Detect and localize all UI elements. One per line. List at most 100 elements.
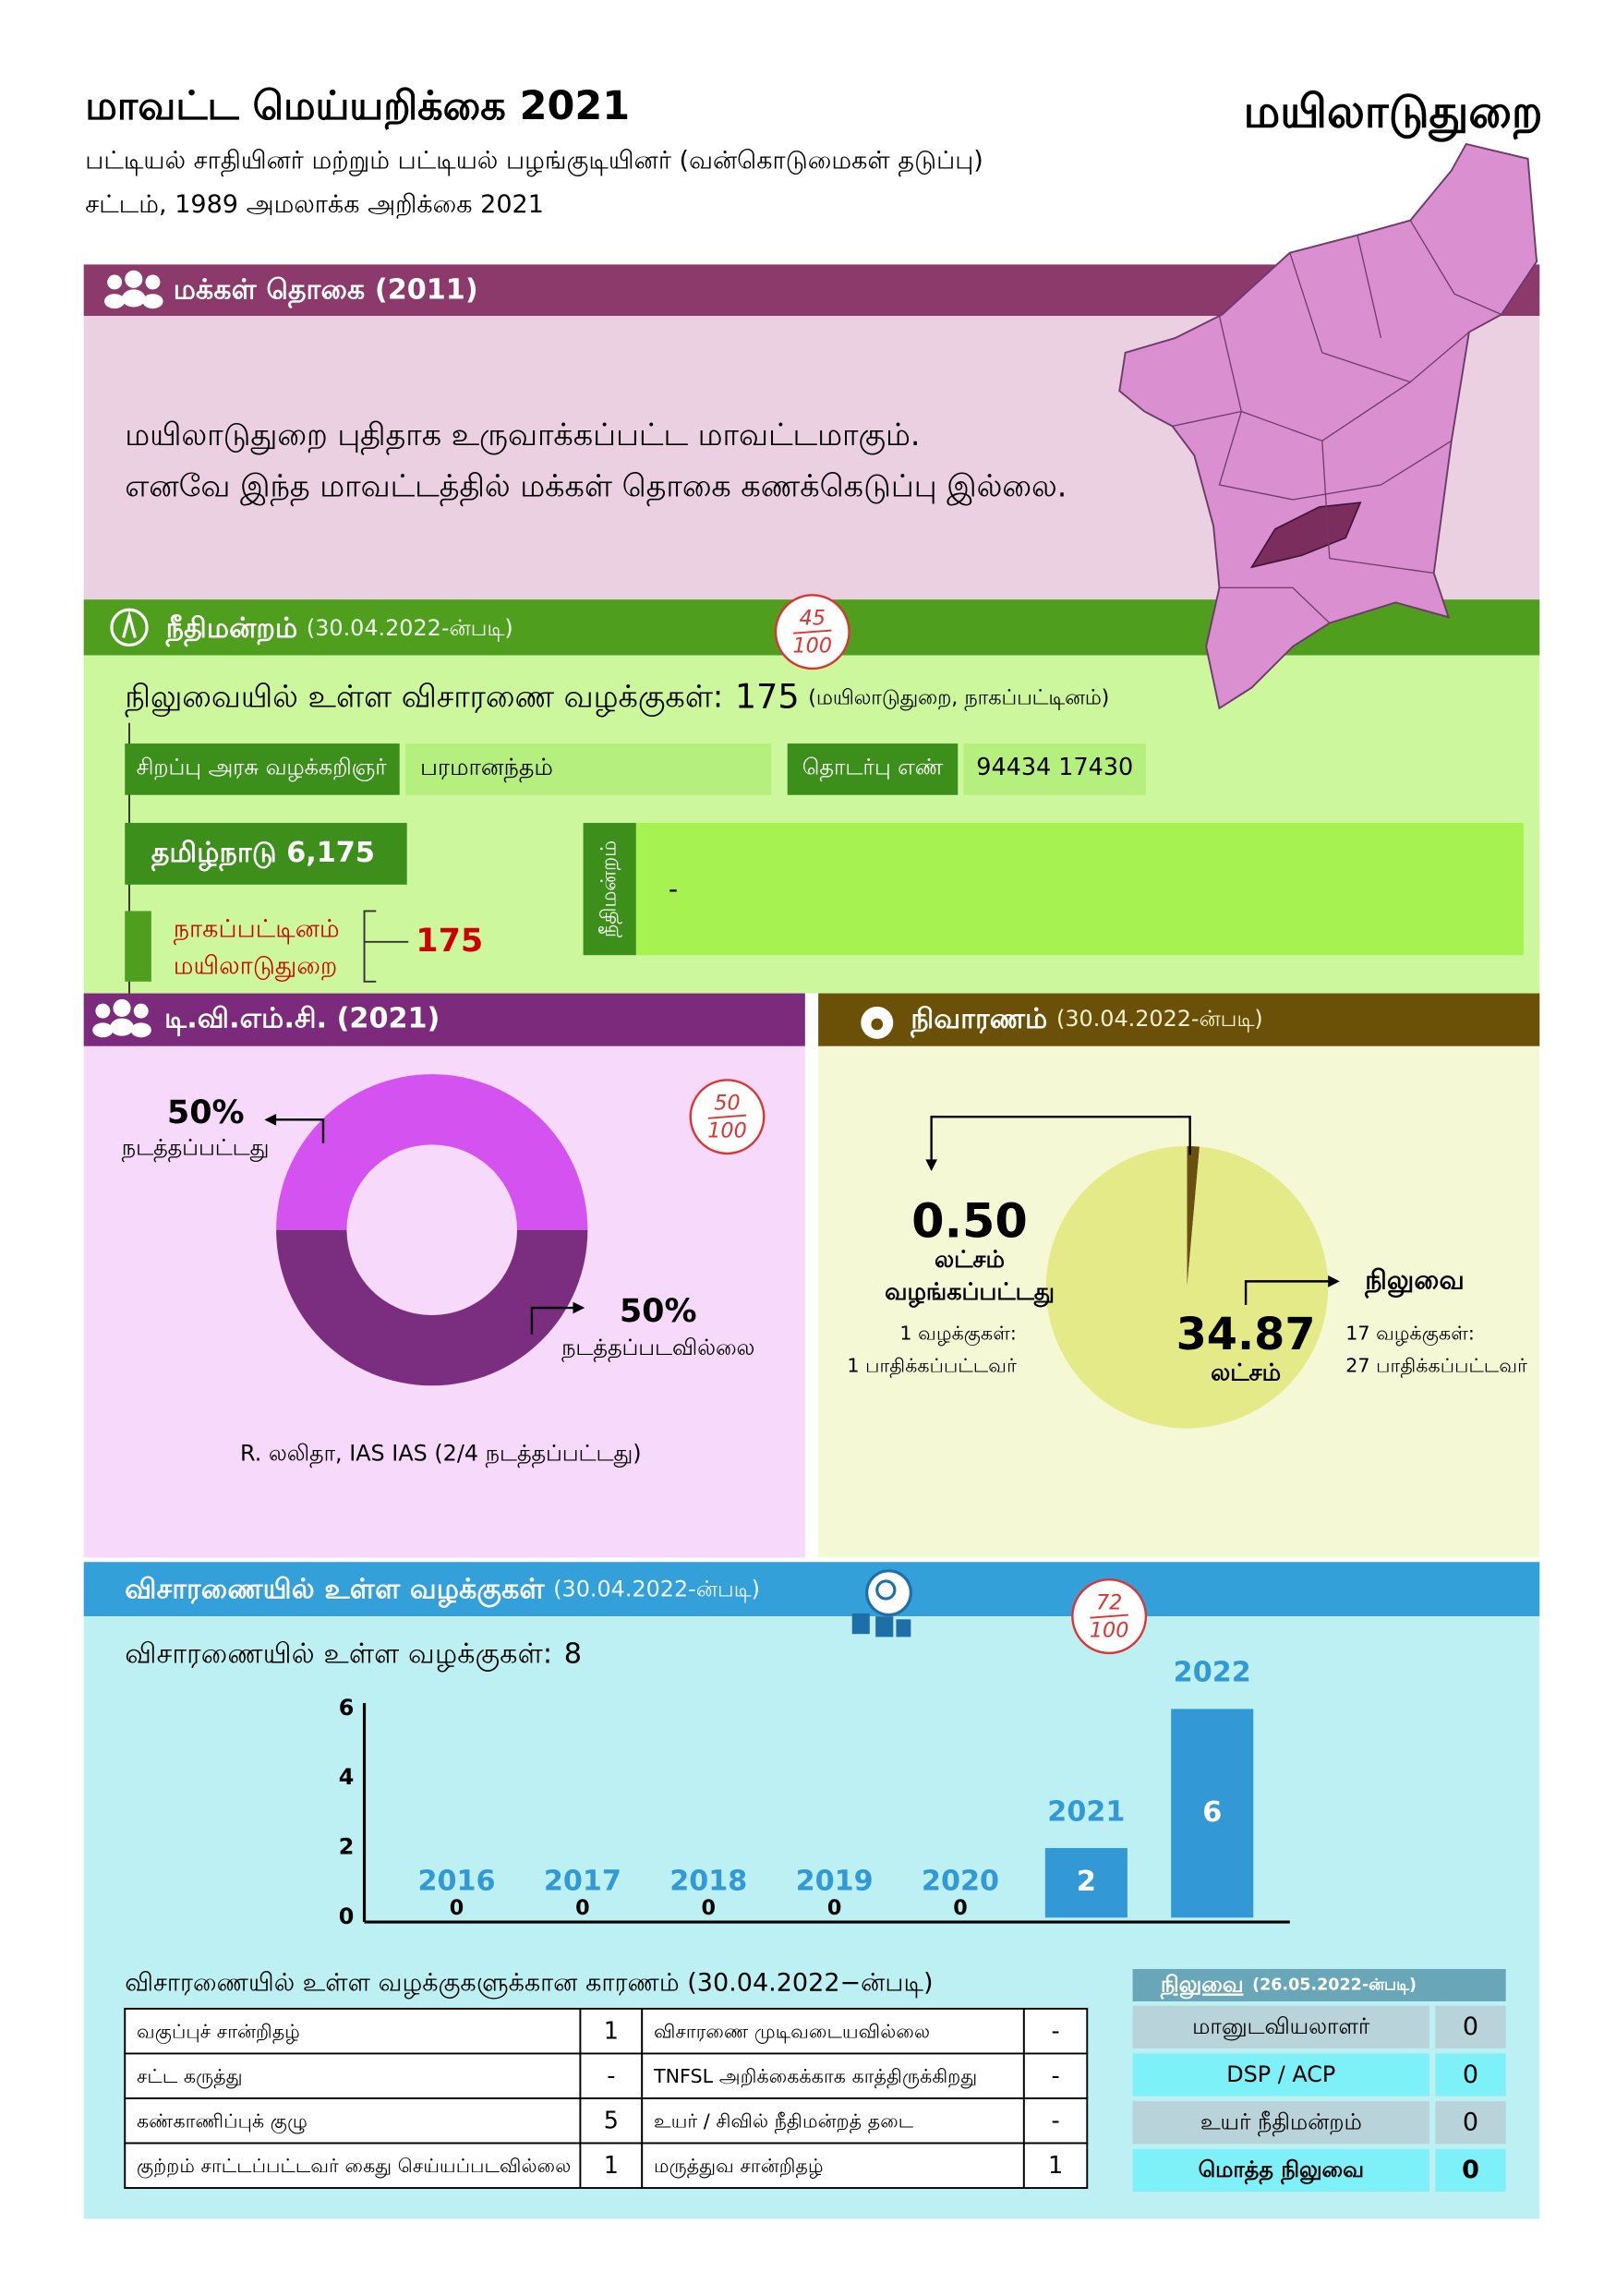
section-heading: டி.வி.எம்.சி. (2021) xyxy=(164,1003,440,1037)
section-heading: மக்கள் தொகை (2011) xyxy=(174,274,478,309)
court-label: நீதிமன்றம் xyxy=(597,840,622,937)
court-label-box xyxy=(583,822,636,956)
table-cell-text: 1 xyxy=(604,2152,619,2180)
donut-category-label: நடத்தப்படவில்லை xyxy=(561,1335,754,1362)
pie-category-label: நிலுவை xyxy=(1364,1263,1465,1299)
bar xyxy=(1171,1709,1254,1918)
population-text: மயிலாடுதுறை புதிதாக உருவாக்கப்பட்ட மாவட்… xyxy=(125,417,920,455)
tvmc-header xyxy=(83,993,805,1046)
prosecutor-label-box xyxy=(125,743,400,795)
pending-row-count: 0 xyxy=(1463,2060,1478,2089)
prosecutor-label: சிறப்பு அரசு வழக்கறிஞர் xyxy=(137,755,388,782)
title: மாவட்ட மெய்யறிக்கை 2021 xyxy=(85,83,630,130)
trial-count: விசாரணையில் உள்ள வழக்குகள்: 8 xyxy=(125,1637,582,1672)
court-heading: நீதிமன்றம் (30.04.2022-ன்படி) xyxy=(165,611,513,647)
trial-count-part: 8 xyxy=(564,1637,582,1670)
x-category-label: 2019 xyxy=(796,1866,874,1898)
icon-body xyxy=(122,289,146,308)
bar xyxy=(1044,1847,1128,1918)
x-category-label: 2017 xyxy=(544,1866,621,1898)
map-district-border xyxy=(1172,410,1242,428)
icon-body xyxy=(130,1022,151,1038)
score-divider xyxy=(793,629,832,634)
icon-head xyxy=(133,1003,149,1019)
pending-cases-part: நிலுவையில் உள்ள விசாரணை வழக்குகள்: xyxy=(125,678,723,717)
icon-head xyxy=(125,270,143,288)
contact-number: 94434 17430 xyxy=(976,754,1133,781)
table-cell xyxy=(641,2097,1025,2145)
bar-value-label: 0 xyxy=(450,1896,464,1920)
table-cell xyxy=(1022,2097,1089,2145)
score-max: 100 xyxy=(793,634,832,659)
contact-label: தொடர்பு எண் xyxy=(802,755,944,782)
state-box xyxy=(125,822,407,885)
x-category-label: 2022 xyxy=(1174,1657,1251,1689)
pending-row-value xyxy=(1435,2005,1506,2048)
table-cell xyxy=(579,2052,644,2099)
district-bracket xyxy=(363,910,377,983)
table-cell-text: கண்காணிப்புக் குழு xyxy=(137,2109,308,2133)
x-category-label: 2020 xyxy=(922,1866,999,1898)
icon-head xyxy=(107,274,123,290)
bar-value-label: 0 xyxy=(575,1896,589,1920)
score-value: 50 xyxy=(714,1091,740,1115)
bar-value-label: 0 xyxy=(702,1896,716,1920)
pending-row-label: மானுடவியலாளர் xyxy=(1192,2013,1370,2040)
court-heading-part: (30.04.2022-ன்படி) xyxy=(307,614,513,641)
map-outline xyxy=(1118,142,1538,710)
icon-head xyxy=(113,998,131,1017)
trial-heading-part: (30.04.2022-ன்படி) xyxy=(553,1576,760,1602)
pending-row-value xyxy=(1435,2053,1506,2097)
table-cell-text: மருத்துவ சான்றிதழ் xyxy=(654,2155,824,2179)
map-district-border xyxy=(1219,586,1331,624)
pending-row xyxy=(1132,2053,1429,2097)
trial-count-part: விசாரணையில் உள்ள வழக்குகள்: xyxy=(125,1637,552,1672)
arrowhead xyxy=(1328,1275,1340,1287)
table-cell xyxy=(1022,2007,1089,2055)
pending-row xyxy=(1132,2005,1429,2048)
y-tick-label: 4 xyxy=(339,1764,355,1790)
court-icon-figure xyxy=(122,610,137,638)
donut-segment xyxy=(276,1074,588,1230)
pie-unit: லட்சம் xyxy=(1211,1359,1281,1387)
table-cell-text: வகுப்புச் சான்றிதழ் xyxy=(137,2020,300,2044)
district-cases: 175 xyxy=(416,923,483,960)
icon-body xyxy=(142,294,163,309)
bar-value-label: 6 xyxy=(1202,1796,1222,1829)
court-heading-part: நீதிமன்றம் xyxy=(165,611,298,647)
search-icon-lens xyxy=(875,1579,897,1601)
table-cell-text: சட்ட கருத்து xyxy=(137,2065,243,2089)
subtitle: சட்டம், 1989 அமலாக்க அறிக்கை 2021 xyxy=(85,190,544,219)
table-cell-text: உயர் / சிவில் நீதிமன்றத் தடை xyxy=(654,2109,914,2133)
relief-heading: நிவாரணம் (30.04.2022-ன்படி) xyxy=(910,1003,1262,1038)
score-divider xyxy=(1090,1613,1128,1619)
x-category-label: 2018 xyxy=(669,1866,747,1898)
pending-row xyxy=(1132,2148,1429,2193)
pending-table-title: நிலுவை (26.05.2022-ன்படி) xyxy=(1160,1971,1417,2000)
contact-box xyxy=(963,743,1146,795)
icon-head xyxy=(145,274,161,290)
pending-cases-part: (மயிலாடுதுறை, நாகப்பட்டினம்) xyxy=(808,685,1109,710)
arrowhead xyxy=(925,1159,937,1172)
pending-row-count: 0 xyxy=(1462,2156,1479,2184)
donut-pointer xyxy=(530,1306,576,1335)
state-cases: தமிழ்நாடு 6,175 xyxy=(151,837,375,872)
map-district-border xyxy=(1321,441,1434,574)
score-value: 72 xyxy=(1096,1590,1122,1614)
score-value: 45 xyxy=(800,606,826,630)
map-district-border xyxy=(1409,220,1502,316)
state-map xyxy=(1118,142,1538,710)
table-cell-text: - xyxy=(1051,2017,1059,2045)
pie-detail: 1 பாதிக்கப்பட்டவர் xyxy=(847,1355,1017,1379)
doc-icon xyxy=(896,1619,911,1637)
table-cell xyxy=(579,2007,644,2055)
pie-pointer xyxy=(1244,1280,1330,1305)
table-cell-text: 1 xyxy=(604,2017,619,2045)
relief-heading-part: (30.04.2022-ன்படி) xyxy=(1056,1006,1263,1033)
table-cell-text: 1 xyxy=(1048,2152,1063,2180)
arrowhead xyxy=(264,1113,277,1126)
donut-category-label: நடத்தப்பட்டது xyxy=(122,1135,270,1163)
district-label: மயிலாடுதுறை xyxy=(174,951,338,981)
pending-table-title-part: (26.05.2022-ன்படி) xyxy=(1252,1976,1417,1994)
